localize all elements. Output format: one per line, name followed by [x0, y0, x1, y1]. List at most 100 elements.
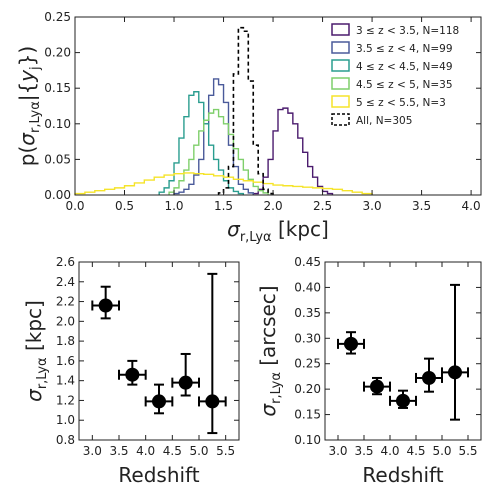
- hist-series-3-z-3-5-n-118: [252, 107, 334, 195]
- legend-entry: All, N=305: [356, 115, 412, 127]
- hist-x-tick-label: 2.0: [264, 199, 283, 213]
- hist-y-tick-label: 0.25: [44, 10, 71, 24]
- y-tick-label: 2.6: [56, 255, 75, 269]
- arcsec-x-axis-label: Redshift: [362, 463, 443, 487]
- point-marker: [370, 379, 384, 394]
- arcsec-y-axis-label: σr,Lyα [arcsec]: [256, 285, 284, 416]
- hist-x-tick-label: 0.0: [65, 199, 84, 213]
- point-marker: [205, 394, 220, 409]
- y-tick-label: 1.6: [56, 354, 75, 368]
- legend-swatch: [331, 41, 350, 54]
- kpc-ticks: 3.0 3.5 4.0 4.5 5.0 5.5 0.8 1.0 1.2 1.4 1.6 1.8 2.0 2…: [56, 255, 239, 458]
- redshift-arcsec-panel: 3.0 3.5 4.0 4.5 5.0 5.5 0.10 0.15 0.20 0.25 0.30 0.…: [256, 255, 482, 487]
- x-tick-label: 3.0: [328, 444, 347, 458]
- kpc-points-group: [91, 272, 227, 435]
- y-tick-label: 0.35: [294, 306, 321, 320]
- x-tick-label: 5.5: [458, 444, 477, 458]
- x-tick-label: 4.5: [163, 444, 182, 458]
- histogram-x-axis-label: σr,Lyα [kpc]: [227, 217, 329, 245]
- x-tick-label: 5.5: [216, 444, 235, 458]
- data-point: [171, 352, 200, 397]
- kpc-y-axis-label: σr,Lyα [kpc]: [22, 300, 50, 402]
- data-point: [198, 272, 227, 435]
- legend-swatch: [331, 59, 350, 72]
- data-point: [363, 376, 391, 396]
- y-tick-label: 0.8: [56, 433, 75, 447]
- y-tick-label: 0.15: [294, 408, 321, 422]
- hist-y-tick-label: 0.20: [44, 46, 71, 60]
- data-point: [337, 331, 365, 355]
- y-tick-label: 0.20: [294, 382, 321, 396]
- point-marker: [422, 370, 436, 385]
- x-tick-label: 5.0: [189, 444, 208, 458]
- legend-entry: 5 ≤ z < 5.5, N=3: [356, 97, 446, 109]
- hist-y-tick-label: 0.00: [44, 188, 71, 202]
- y-tick-label: 0.45: [294, 255, 321, 269]
- hist-y-tick-label: 0.15: [44, 81, 71, 95]
- y-tick-label: 1.4: [56, 374, 75, 388]
- hist-series-all-n-305: [217, 26, 274, 195]
- hist-x-tick-label: 4.0: [462, 199, 481, 213]
- x-tick-label: 4.0: [136, 444, 155, 458]
- legend-entry: 3.5 ≤ z < 4, N=99: [356, 43, 453, 55]
- legend-swatch: [331, 77, 350, 90]
- data-point: [118, 359, 147, 386]
- legend-swatch: [331, 113, 350, 126]
- y-tick-label: 2.2: [56, 295, 75, 309]
- x-tick-label: 4.5: [406, 444, 425, 458]
- y-tick-label: 0.10: [294, 433, 321, 447]
- y-tick-label: 2.0: [56, 314, 75, 328]
- arcsec-frame: [324, 261, 482, 441]
- data-point: [144, 383, 174, 415]
- y-tick-label: 0.40: [294, 280, 321, 294]
- hist-x-tick-label: 2.5: [313, 199, 332, 213]
- point-marker: [396, 393, 410, 408]
- y-tick-label: 1.8: [56, 334, 75, 348]
- y-tick-label: 0.25: [294, 357, 321, 371]
- x-tick-label: 3.5: [354, 444, 373, 458]
- histogram-series-group: [74, 26, 373, 195]
- legend-swatch: [331, 95, 350, 108]
- x-tick-label: 3.5: [109, 444, 128, 458]
- y-tick-label: 0.30: [294, 331, 321, 345]
- arcsec-ticks: 3.0 3.5 4.0 4.5 5.0 5.5 0.10 0.15 0.20 0.25 0.30 0.…: [294, 255, 481, 458]
- histogram-frame: [74, 16, 482, 196]
- legend: 3 ≤ z < 3.5, N=118 3.5 ≤ z < 4, N=99 4 ≤ z…: [331, 23, 459, 127]
- histogram-y-axis-label: p(σr,Lyα|{yj}): [15, 46, 43, 166]
- kpc-frame: [78, 261, 240, 441]
- point-marker: [344, 336, 358, 351]
- hist-series-3-5-z-4-n-99: [173, 78, 254, 195]
- hist-x-tick-label: 3.5: [412, 199, 431, 213]
- redshift-kpc-panel: 3.0 3.5 4.0 4.5 5.0 5.5 0.8 1.0 1.2 1.4 1.6 1.8 2.0 2…: [22, 255, 240, 487]
- hist-x-tick-label: 1.0: [164, 199, 183, 213]
- arcsec-points-group: [337, 283, 469, 421]
- point-marker: [98, 298, 113, 313]
- y-tick-label: 1.0: [56, 413, 75, 427]
- data-point: [91, 285, 120, 320]
- x-tick-label: 5.0: [432, 444, 451, 458]
- data-point: [415, 357, 443, 393]
- point-marker: [448, 365, 462, 380]
- data-point: [441, 283, 469, 421]
- legend-entry: 4.5 ≤ z < 5, N=35: [356, 79, 453, 91]
- hist-series-5-z-5-5-n-3: [74, 172, 373, 195]
- x-tick-label: 3.0: [83, 444, 102, 458]
- data-point: [389, 389, 417, 409]
- legend-swatch: [331, 23, 350, 36]
- y-tick-label: 1.2: [56, 393, 75, 407]
- kpc-x-axis-label: Redshift: [118, 463, 199, 487]
- histogram-panel: 0.0 0.5 1.0 1.5 2.0 2.5 3.0 3.5 4.0 0.00 0.05 0.10 0…: [15, 10, 482, 245]
- point-marker: [152, 394, 166, 409]
- hist-series-4-z-4-5-n-49: [158, 91, 245, 195]
- point-marker: [178, 375, 193, 390]
- hist-y-tick-label: 0.05: [44, 152, 71, 166]
- histogram-ticks: 0.0 0.5 1.0 1.5 2.0 2.5 3.0 3.5 4.0 0.00 0.05 0.10 0…: [44, 10, 481, 213]
- x-tick-label: 4.0: [380, 444, 399, 458]
- point-marker: [125, 367, 140, 382]
- y-tick-label: 2.4: [56, 275, 75, 289]
- hist-x-tick-label: 1.5: [214, 199, 233, 213]
- hist-y-tick-label: 0.10: [44, 117, 71, 131]
- hist-x-tick-label: 0.5: [115, 199, 134, 213]
- legend-entry: 4 ≤ z < 4.5, N=49: [356, 61, 453, 73]
